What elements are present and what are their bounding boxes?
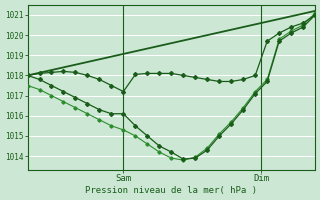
X-axis label: Pression niveau de la mer( hPa ): Pression niveau de la mer( hPa ): [85, 186, 257, 195]
